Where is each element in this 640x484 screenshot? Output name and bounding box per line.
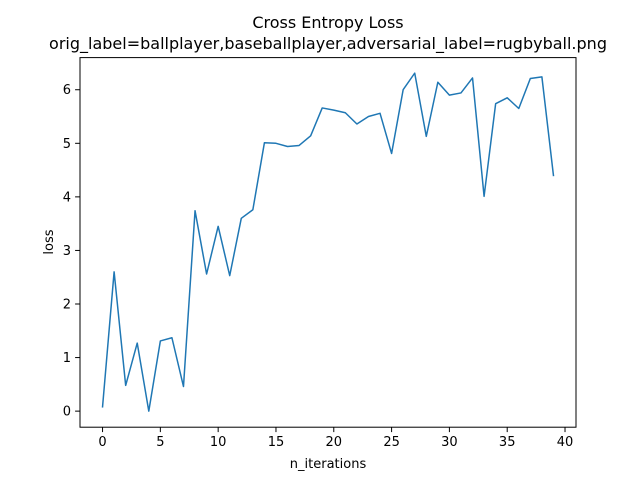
x-tick-label: 0 xyxy=(98,435,106,450)
x-tick-label: 40 xyxy=(557,435,574,450)
x-tick-label: 25 xyxy=(383,435,400,450)
chart-subtitle: orig_label=ballplayer,baseballplayer,adv… xyxy=(49,34,607,54)
x-tick-label: 35 xyxy=(499,435,516,450)
x-tick-label: 10 xyxy=(210,435,227,450)
y-tick-label: 5 xyxy=(63,137,71,152)
plot-area xyxy=(101,72,555,412)
x-tick-label: 30 xyxy=(441,435,458,450)
y-tick-label: 6 xyxy=(63,83,71,98)
y-axis-ticks: 0 1 2 3 4 5 6 xyxy=(63,83,80,420)
plot-frame xyxy=(79,57,577,428)
y-axis-label: loss xyxy=(42,229,57,254)
x-tick-label: 20 xyxy=(326,435,343,450)
y-tick-label: 3 xyxy=(63,244,71,259)
x-axis-label: n_iterations xyxy=(290,457,367,472)
x-axis-ticks: 0 5 10 15 20 25 30 35 40 xyxy=(98,427,573,450)
x-tick-label: 15 xyxy=(268,435,285,450)
y-tick-label: 2 xyxy=(63,298,71,313)
loss-series-line xyxy=(101,72,555,412)
x-tick-label: 5 xyxy=(156,435,164,450)
y-tick-label: 1 xyxy=(63,351,71,366)
chart-title: Cross Entropy Loss xyxy=(252,13,403,32)
y-tick-label: 0 xyxy=(63,405,71,420)
y-tick-label: 4 xyxy=(63,190,71,205)
